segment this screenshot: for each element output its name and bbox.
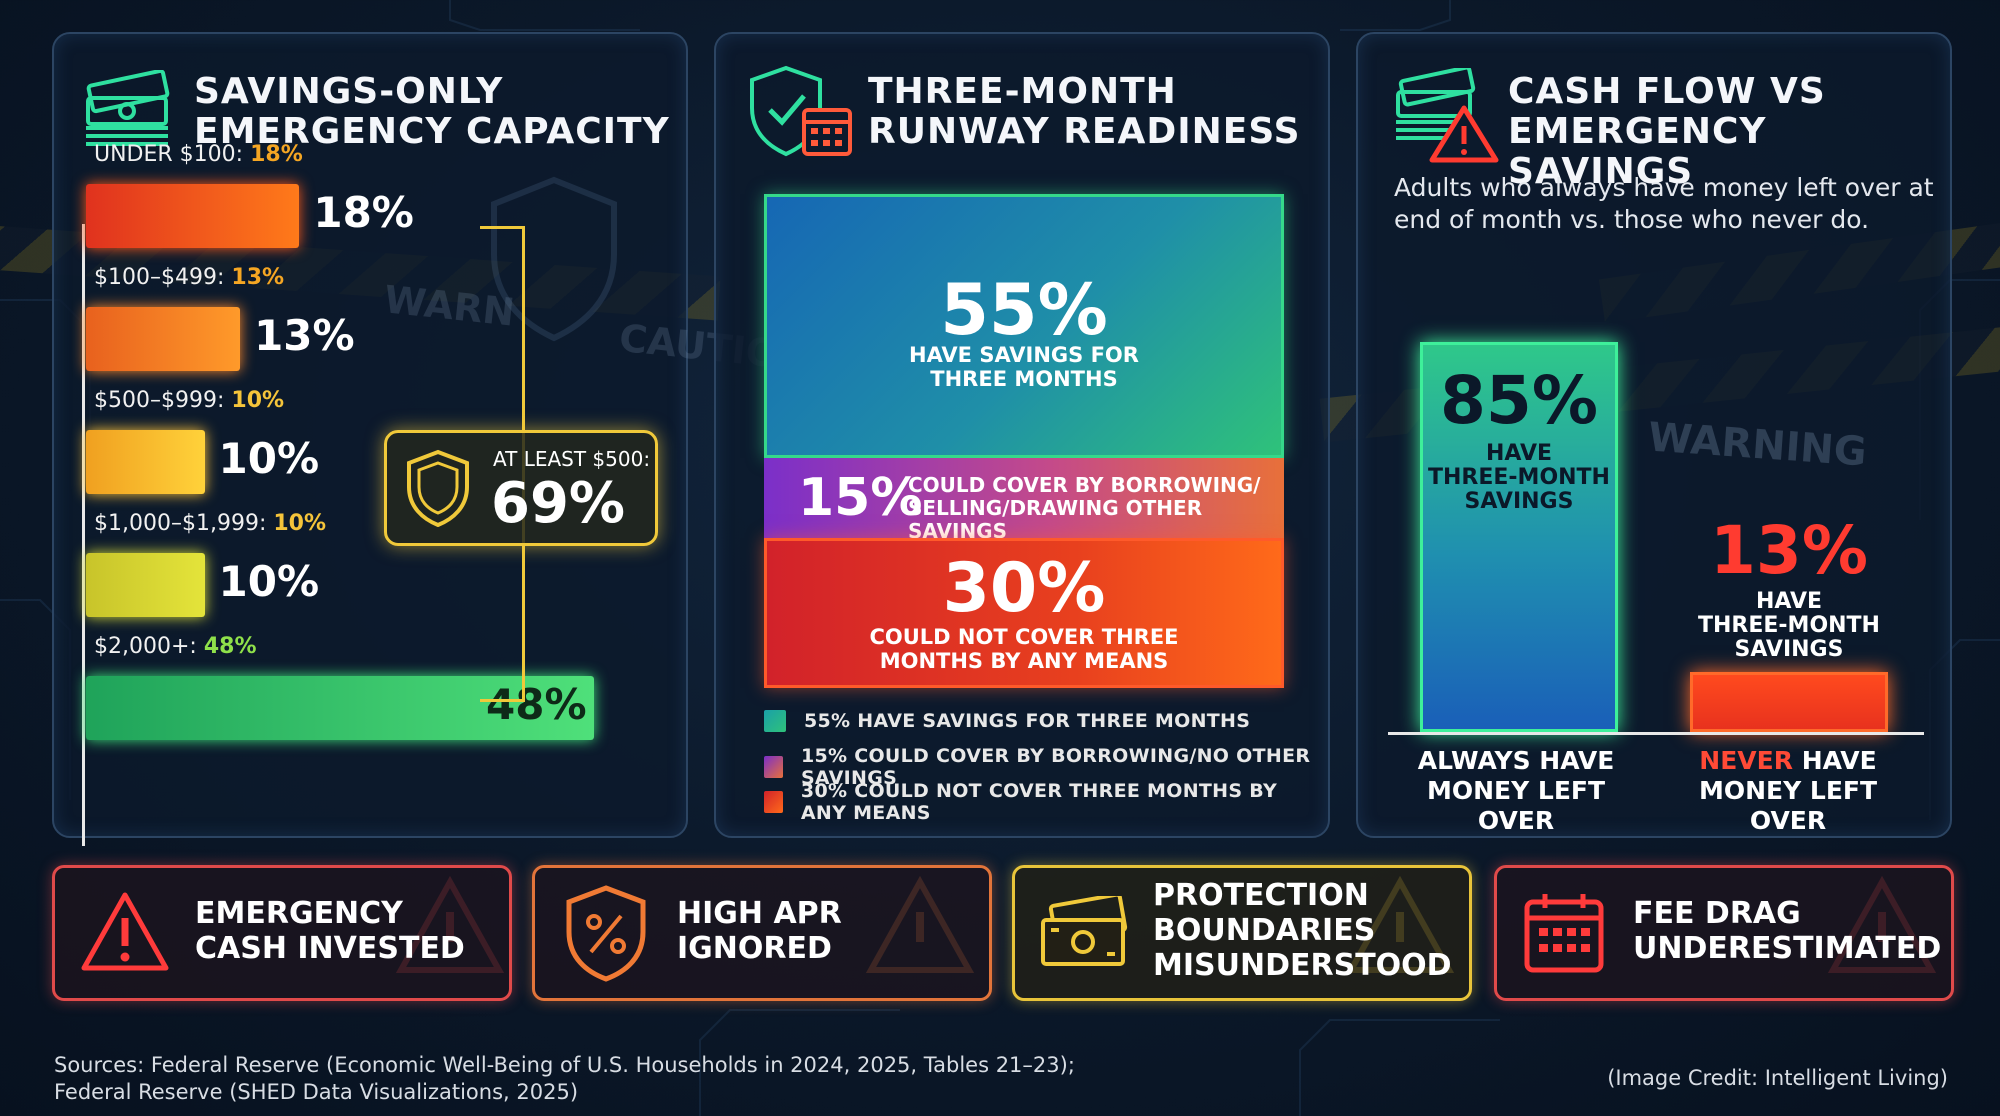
warning-watermark-icon [865, 876, 975, 973]
shield-icon [407, 449, 469, 527]
bar-value: 13% [1710, 512, 1868, 590]
legend-swatch [764, 756, 783, 778]
image-credit: (Image Credit: Intelligent Living) [1607, 1066, 1948, 1090]
cash-stack-icon [86, 70, 170, 146]
legend-item: 15% COULD COVER BY BORROWING/NO OTHER SA… [764, 745, 1328, 789]
bar [1690, 672, 1888, 732]
segment-text: COULD COVER BY BORROWING/ SELLING/DRAWIN… [908, 473, 1261, 543]
stacked-bar: 55% HAVE SAVINGS FOR THREE MONTHS 15% CO… [764, 194, 1284, 688]
bar-label: $2,000+: 48% [94, 634, 257, 659]
bar [86, 676, 594, 740]
segment-savings: 55% HAVE SAVINGS FOR THREE MONTHS [764, 194, 1284, 458]
bar-value: 48% [486, 680, 587, 729]
segment-value: 30% [942, 549, 1106, 628]
bar-value: 18% [313, 188, 414, 237]
bar-value: 10% [218, 434, 320, 483]
warning-watermark-icon [1345, 876, 1455, 973]
at-least-500-callout: AT LEAST $500: 69% [384, 430, 658, 546]
bar [86, 307, 241, 371]
shield-calendar-icon [750, 65, 852, 157]
segment-value: 55% [940, 269, 1108, 351]
warning-text: PROTECTION BOUNDARIES MISUNDERSTOOD [1153, 878, 1452, 983]
panel-subtitle: Adults who always have money left over a… [1394, 173, 1934, 234]
savings-capacity-panel: SAVINGS-ONLY EMERGENCY CAPACITY WARN CAU… [52, 32, 780, 846]
bar [86, 553, 205, 617]
callout-label: AT LEAST $500: [493, 447, 651, 471]
banknote-icon [1041, 896, 1128, 966]
legend-swatch [764, 710, 786, 732]
warning-card-high-apr: HIGH APR IGNORED [532, 865, 992, 1001]
bar-text: HAVE THREE-MONTH SAVINGS [1428, 441, 1610, 514]
bar-label: UNDER $100: 18% [94, 142, 303, 167]
background-warning-text: WARNING [1646, 414, 1869, 476]
warning-watermark-icon [1827, 876, 1937, 973]
warning-card-fee-drag: FEE DRAG UNDERESTIMATED [1494, 865, 1954, 1001]
category-label-always: ALWAYS HAVE MONEY LEFT OVER [1417, 746, 1615, 835]
segment-value: 15% [798, 468, 923, 528]
baseline [1388, 732, 1924, 735]
segment-borrowing: 15% COULD COVER BY BORROWING/ SELLING/DR… [764, 458, 1284, 543]
warning-card-emergency-cash: EMERGENCY CASH INVESTED [52, 865, 512, 1001]
category-label-never: NEVER HAVE MONEY LEFT OVER [1698, 746, 1878, 835]
warning-card-protection: PROTECTION BOUNDARIES MISUNDERSTOOD [1012, 865, 1472, 1001]
bar-value: 10% [218, 557, 320, 606]
warning-triangle-icon [81, 892, 169, 971]
bar-label: $100–$499: 13% [94, 265, 285, 290]
panel-title: SAVINGS-ONLY EMERGENCY CAPACITY [194, 71, 670, 152]
segment-text: HAVE SAVINGS FOR THREE MONTHS [909, 343, 1139, 391]
sources: Sources: Federal Reserve (Economic Well-… [54, 1053, 1075, 1104]
bar-value: 13% [254, 311, 355, 360]
runway-readiness-panel: THREE-MONTH RUNWAY READINESS 55% HAVE SA… [714, 32, 1330, 838]
cash-warning-icon [1396, 68, 1499, 163]
bar [86, 430, 205, 494]
bar-value: 85% [1440, 362, 1598, 439]
calendar-icon [1524, 894, 1604, 973]
warning-text: HIGH APR IGNORED [677, 896, 842, 966]
segment-text: COULD NOT COVER THREE MONTHS BY ANY MEAN… [869, 625, 1179, 673]
panel-title: CASH FLOW VS EMERGENCY SAVINGS [1508, 71, 1826, 192]
percent-shield-icon [566, 885, 646, 982]
bar [1420, 342, 1618, 732]
cash-flow-panel: CASH FLOW VS EMERGENCY SAVINGS Adults wh… [1356, 32, 1952, 838]
legend-item: 30% COULD NOT COVER THREE MONTHS BY ANY … [764, 780, 1328, 824]
bar [86, 184, 300, 248]
warning-text: EMERGENCY CASH INVESTED [195, 896, 465, 966]
warning-text: FEE DRAG UNDERESTIMATED [1633, 896, 1942, 966]
bar-text: HAVE THREE-MONTH SAVINGS [1698, 589, 1880, 663]
legend-swatch [764, 791, 783, 813]
panel-title: THREE-MONTH RUNWAY READINESS [868, 71, 1301, 152]
shield-watermark-icon [484, 174, 624, 348]
warning-watermark-icon [395, 876, 505, 973]
bar-label: $1,000–$1,999: 10% [94, 511, 327, 536]
callout-value: 69% [491, 471, 626, 536]
bar-axis [82, 224, 85, 846]
legend-item: 55% HAVE SAVINGS FOR THREE MONTHS [764, 710, 1250, 732]
bar-label: $500–$999: 10% [94, 388, 285, 413]
segment-cannot-cover: 30% COULD NOT COVER THREE MONTHS BY ANY … [764, 538, 1284, 688]
